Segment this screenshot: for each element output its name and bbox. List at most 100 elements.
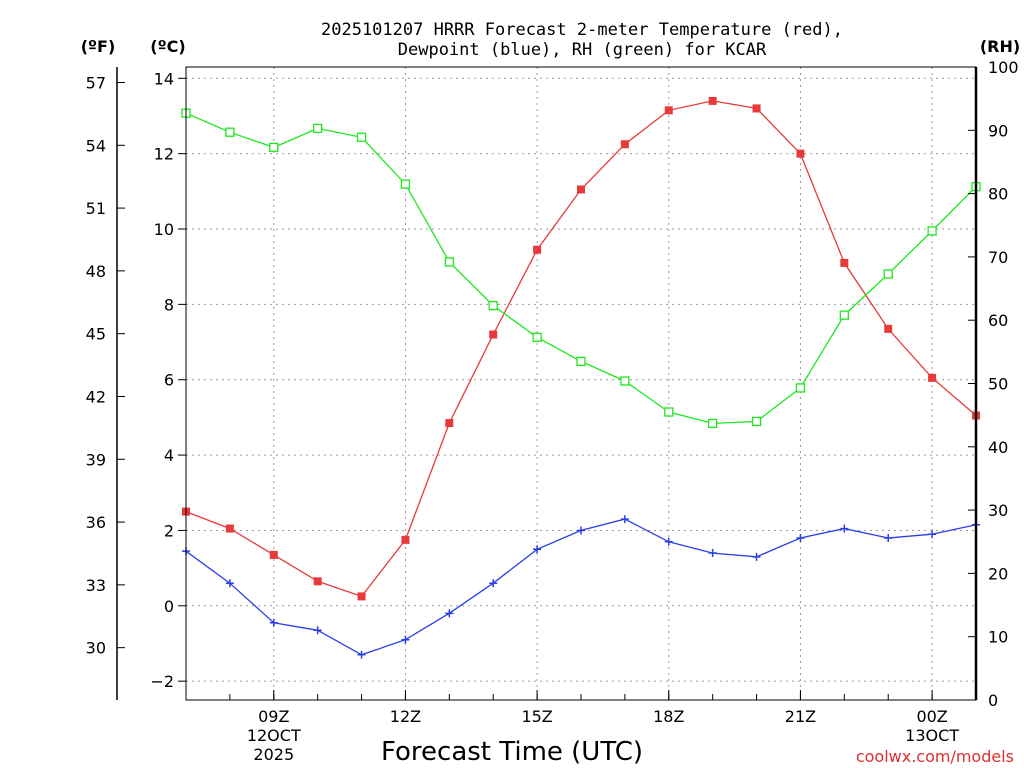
temperature-line xyxy=(185,100,977,598)
rh-point xyxy=(225,127,235,137)
temperature-point xyxy=(664,106,673,115)
rh-tick-label: 40 xyxy=(988,438,1008,457)
fahrenheit-tick-label: 30 xyxy=(86,639,106,658)
dewpoint-point xyxy=(269,618,278,627)
date-label: 12OCT xyxy=(247,726,301,745)
time-tick-label: 21Z xyxy=(785,707,816,726)
time-tick-label: 09Z xyxy=(258,707,289,726)
dewpoint-point xyxy=(752,552,761,561)
grid-lines xyxy=(186,67,976,700)
fahrenheit-unit-label: (ºF) xyxy=(81,37,116,56)
rh-tick-label: 80 xyxy=(988,185,1008,204)
celsius-tick-label: 0 xyxy=(164,597,174,616)
temperature-point xyxy=(752,104,761,113)
rh-tick-label: 70 xyxy=(988,248,1008,267)
celsius-tick-label: 14 xyxy=(154,69,174,88)
chart-title-line1: 2025101207 HRRR Forecast 2-meter Tempera… xyxy=(321,20,843,40)
dewpoint-point xyxy=(489,579,498,588)
rh-tick-label: 90 xyxy=(988,121,1008,140)
rh-point xyxy=(620,376,630,386)
rh-tick-label: 50 xyxy=(988,375,1008,394)
fahrenheit-axis: 30 33 36 39 42 45 48 51 54 57 xyxy=(86,73,125,658)
dewpoint-point xyxy=(928,530,937,539)
celsius-tick-label: 4 xyxy=(164,446,174,465)
temperature-point xyxy=(313,577,322,586)
rh-axis: 0 10 20 30 40 50 60 70 80 90 100 xyxy=(968,58,1019,710)
rh-tick-label: 0 xyxy=(988,691,998,710)
dewpoint-point xyxy=(884,533,893,542)
temperature-point xyxy=(840,258,849,267)
dewpoint-point xyxy=(225,579,234,588)
year-label: 2025 xyxy=(253,745,294,764)
rh-unit-label: (RH) xyxy=(980,37,1020,56)
fahrenheit-tick-label: 39 xyxy=(86,450,106,469)
temperature-point xyxy=(489,330,498,339)
temperature-point xyxy=(708,96,717,105)
celsius-tick-label: 8 xyxy=(164,295,174,314)
credit-label: coolwx.com/models xyxy=(856,747,1014,766)
celsius-tick-label: 12 xyxy=(154,145,174,164)
celsius-tick-label: 6 xyxy=(164,371,174,390)
fahrenheit-tick-label: 48 xyxy=(86,262,106,281)
fahrenheit-tick-label: 33 xyxy=(86,576,106,595)
dewpoint-point xyxy=(664,537,673,546)
dewpoint-line xyxy=(185,518,977,656)
temperature-point xyxy=(884,324,893,333)
rh-point xyxy=(839,310,849,320)
date-label: 13OCT xyxy=(905,726,959,745)
rh-point xyxy=(883,269,893,279)
celsius-axis: −2 0 2 4 6 8 10 12 14 xyxy=(150,69,186,691)
temperature-point xyxy=(225,524,234,533)
time-tick-label: 18Z xyxy=(653,707,684,726)
rh-tick-label: 100 xyxy=(988,58,1019,77)
temperature-point xyxy=(401,535,410,544)
rh-point xyxy=(751,416,762,427)
dewpoint-point xyxy=(577,526,585,535)
rh-point xyxy=(708,418,718,429)
dewpoint-point xyxy=(708,549,717,558)
celsius-tick-label: −2 xyxy=(150,672,174,691)
celsius-tick-label: 10 xyxy=(154,220,174,239)
fahrenheit-tick-label: 45 xyxy=(86,325,106,344)
time-tick-label: 15Z xyxy=(521,707,552,726)
x-axis-label: Forecast Time (UTC) xyxy=(381,737,643,767)
temperature-point xyxy=(533,245,542,254)
plot-frame xyxy=(185,66,977,701)
time-tick-label: 00Z xyxy=(916,707,947,726)
dewpoint-point xyxy=(796,533,805,542)
rh-point xyxy=(795,383,806,393)
temperature-point xyxy=(269,550,278,559)
dewpoint-point xyxy=(357,650,366,659)
rh-tick-label: 20 xyxy=(988,564,1008,583)
fahrenheit-tick-label: 42 xyxy=(86,387,106,406)
rh-point xyxy=(356,132,367,142)
fahrenheit-tick-label: 57 xyxy=(86,73,106,92)
rh-point xyxy=(488,300,498,311)
temperature-point xyxy=(928,373,937,382)
rh-point xyxy=(313,123,323,134)
dewpoint-point xyxy=(533,545,542,554)
fahrenheit-tick-label: 51 xyxy=(86,199,106,218)
rh-point xyxy=(532,332,542,342)
time-tick-label: 12Z xyxy=(390,707,421,726)
rh-point xyxy=(576,356,586,366)
temperature-point xyxy=(445,419,454,428)
dewpoint-point xyxy=(401,635,410,644)
series-layer xyxy=(181,96,981,659)
temperature-point xyxy=(620,140,629,149)
dewpoint-point xyxy=(840,524,849,533)
rh-point xyxy=(664,407,674,417)
temperature-point xyxy=(796,149,805,158)
rh-point xyxy=(444,257,454,267)
rh-point xyxy=(269,142,279,153)
temperature-point xyxy=(577,185,585,194)
rh-tick-label: 10 xyxy=(988,628,1008,647)
temperature-point xyxy=(357,592,366,601)
dewpoint-point xyxy=(445,609,454,618)
dewpoint-point xyxy=(620,515,629,524)
rh-point xyxy=(927,226,937,236)
celsius-unit-label: (ºC) xyxy=(150,37,185,56)
rh-tick-label: 30 xyxy=(988,501,1008,520)
